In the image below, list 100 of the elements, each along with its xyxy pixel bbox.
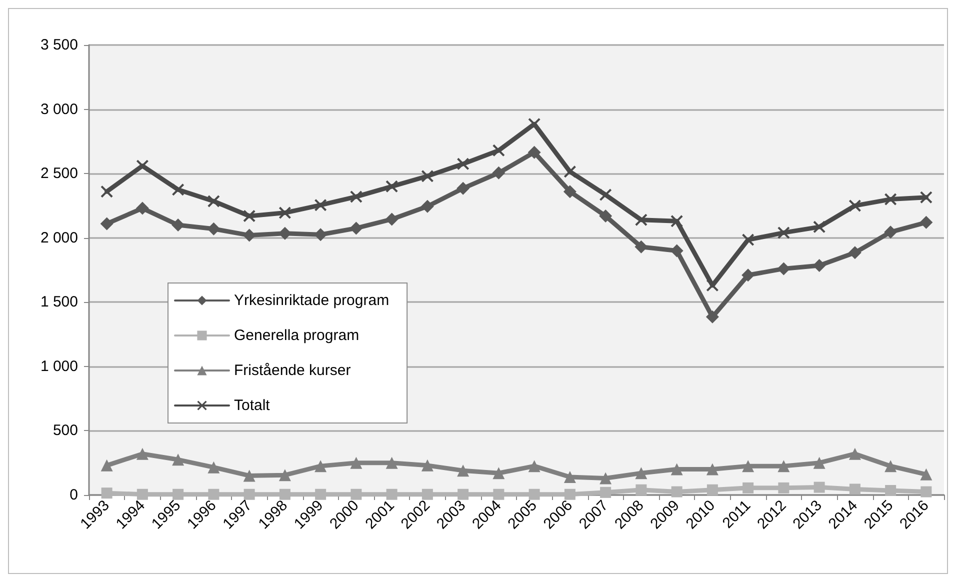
point bbox=[812, 259, 826, 272]
point bbox=[884, 460, 897, 472]
point bbox=[670, 215, 683, 228]
point bbox=[492, 144, 505, 156]
point bbox=[884, 226, 898, 239]
point bbox=[386, 456, 398, 469]
point bbox=[849, 484, 860, 495]
point bbox=[136, 488, 148, 500]
point bbox=[492, 467, 505, 480]
point bbox=[885, 485, 896, 496]
point bbox=[778, 226, 790, 239]
point bbox=[208, 461, 220, 474]
point bbox=[386, 488, 398, 500]
point bbox=[278, 226, 292, 240]
point bbox=[386, 180, 398, 192]
y-tick-label: 1 500 bbox=[40, 294, 78, 311]
point bbox=[635, 214, 648, 226]
point bbox=[742, 460, 754, 472]
point bbox=[706, 463, 718, 476]
point bbox=[563, 185, 576, 198]
point bbox=[172, 454, 184, 466]
point bbox=[600, 188, 612, 201]
point bbox=[920, 468, 932, 480]
point bbox=[208, 488, 220, 500]
point bbox=[635, 467, 648, 480]
point bbox=[421, 459, 434, 472]
point bbox=[634, 240, 648, 254]
point bbox=[920, 191, 932, 204]
point bbox=[243, 470, 256, 482]
point bbox=[458, 488, 469, 500]
point bbox=[848, 246, 862, 260]
point bbox=[350, 456, 362, 469]
point bbox=[670, 244, 684, 258]
point bbox=[278, 206, 291, 219]
point bbox=[422, 488, 433, 500]
point bbox=[172, 218, 185, 232]
point bbox=[420, 200, 434, 213]
point bbox=[385, 212, 398, 226]
point bbox=[136, 448, 148, 460]
legend-label: Fristående kurser bbox=[234, 362, 351, 379]
point bbox=[671, 486, 682, 498]
y-tick-label: 3 000 bbox=[40, 100, 78, 118]
point bbox=[456, 182, 470, 195]
legend-label: Generella program bbox=[234, 327, 360, 344]
point bbox=[528, 460, 540, 472]
point bbox=[814, 482, 825, 493]
point bbox=[136, 160, 148, 172]
point bbox=[636, 484, 647, 496]
point bbox=[778, 460, 790, 472]
point bbox=[243, 210, 256, 222]
point bbox=[457, 158, 470, 170]
point bbox=[670, 463, 683, 476]
point bbox=[742, 268, 755, 282]
legend-label: Totalt bbox=[234, 397, 271, 414]
point bbox=[350, 488, 362, 500]
point bbox=[528, 488, 540, 500]
point bbox=[172, 184, 184, 196]
point bbox=[564, 166, 576, 178]
point bbox=[706, 484, 718, 496]
point bbox=[208, 195, 220, 208]
point bbox=[564, 488, 576, 500]
point bbox=[244, 488, 255, 500]
y-tick-label: 0 bbox=[70, 486, 78, 504]
point bbox=[457, 464, 470, 477]
point bbox=[314, 199, 327, 212]
point bbox=[315, 488, 326, 500]
point bbox=[493, 488, 504, 500]
point bbox=[207, 222, 220, 236]
y-tick-label: 500 bbox=[52, 422, 78, 440]
point bbox=[600, 486, 612, 498]
point bbox=[101, 488, 112, 499]
point bbox=[528, 146, 541, 159]
point bbox=[706, 310, 719, 324]
point bbox=[564, 471, 576, 483]
point bbox=[100, 459, 113, 472]
point bbox=[314, 460, 327, 472]
y-tick-label: 2 000 bbox=[40, 229, 78, 246]
point bbox=[742, 234, 754, 246]
point bbox=[350, 222, 363, 235]
point bbox=[242, 228, 256, 242]
point bbox=[813, 220, 826, 233]
point bbox=[528, 118, 540, 130]
point bbox=[706, 279, 718, 292]
point bbox=[777, 262, 790, 276]
point bbox=[742, 482, 754, 494]
point bbox=[600, 472, 612, 484]
point bbox=[136, 202, 149, 215]
point bbox=[920, 486, 932, 498]
point bbox=[172, 488, 184, 500]
y-tick-label: 2 500 bbox=[40, 165, 78, 182]
point bbox=[920, 216, 933, 229]
point bbox=[350, 190, 362, 203]
point bbox=[599, 210, 612, 222]
point bbox=[314, 228, 328, 242]
legend-label: Yrkesinriktade program bbox=[234, 292, 390, 309]
point bbox=[848, 200, 861, 212]
point bbox=[884, 193, 897, 206]
point bbox=[278, 469, 291, 482]
point bbox=[100, 217, 114, 230]
y-tick-label: 1 000 bbox=[40, 358, 78, 375]
